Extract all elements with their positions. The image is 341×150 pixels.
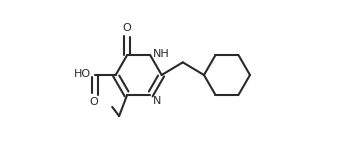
Text: NH: NH xyxy=(153,49,170,59)
Text: N: N xyxy=(153,96,161,106)
Text: O: O xyxy=(123,23,132,33)
Text: HO: HO xyxy=(74,69,91,79)
Text: O: O xyxy=(90,97,99,107)
